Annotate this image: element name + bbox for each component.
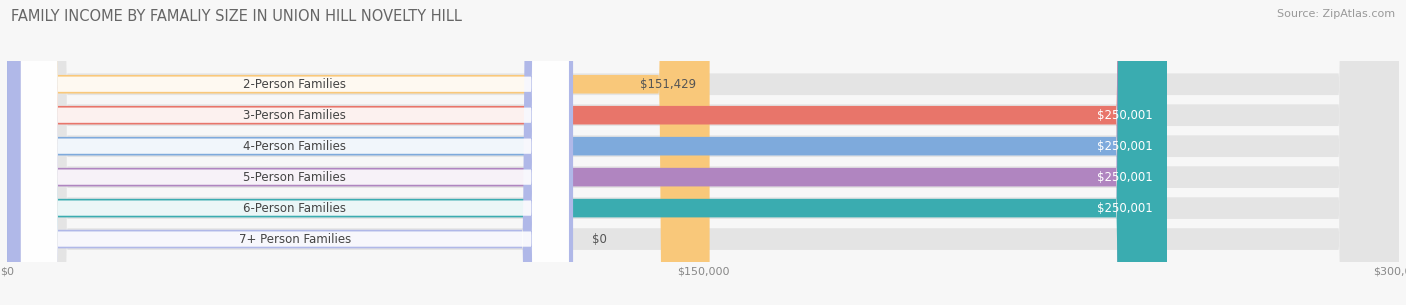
Text: $151,429: $151,429 — [640, 78, 696, 91]
FancyBboxPatch shape — [21, 0, 568, 305]
FancyBboxPatch shape — [7, 0, 1167, 305]
FancyBboxPatch shape — [7, 0, 1399, 305]
Text: 7+ Person Families: 7+ Person Families — [239, 233, 352, 246]
Text: FAMILY INCOME BY FAMALIY SIZE IN UNION HILL NOVELTY HILL: FAMILY INCOME BY FAMALIY SIZE IN UNION H… — [11, 9, 463, 24]
FancyBboxPatch shape — [21, 0, 568, 305]
Text: 3-Person Families: 3-Person Families — [243, 109, 346, 122]
Text: $250,001: $250,001 — [1097, 170, 1153, 184]
FancyBboxPatch shape — [7, 0, 1399, 305]
FancyBboxPatch shape — [7, 0, 1167, 305]
Text: 4-Person Families: 4-Person Families — [243, 140, 346, 153]
Text: $250,001: $250,001 — [1097, 140, 1153, 153]
FancyBboxPatch shape — [7, 0, 1399, 305]
FancyBboxPatch shape — [21, 0, 568, 305]
FancyBboxPatch shape — [7, 0, 1399, 305]
FancyBboxPatch shape — [21, 0, 568, 305]
Text: $0: $0 — [592, 233, 606, 246]
FancyBboxPatch shape — [7, 0, 1167, 305]
Text: $250,001: $250,001 — [1097, 202, 1153, 215]
Text: Source: ZipAtlas.com: Source: ZipAtlas.com — [1277, 9, 1395, 19]
FancyBboxPatch shape — [7, 0, 1167, 305]
Text: 6-Person Families: 6-Person Families — [243, 202, 346, 215]
Text: 5-Person Families: 5-Person Families — [243, 170, 346, 184]
FancyBboxPatch shape — [7, 0, 710, 305]
FancyBboxPatch shape — [21, 0, 568, 305]
FancyBboxPatch shape — [7, 0, 574, 305]
FancyBboxPatch shape — [7, 0, 1399, 305]
Text: 2-Person Families: 2-Person Families — [243, 78, 346, 91]
FancyBboxPatch shape — [21, 0, 568, 305]
FancyBboxPatch shape — [7, 0, 1399, 305]
Text: $250,001: $250,001 — [1097, 109, 1153, 122]
